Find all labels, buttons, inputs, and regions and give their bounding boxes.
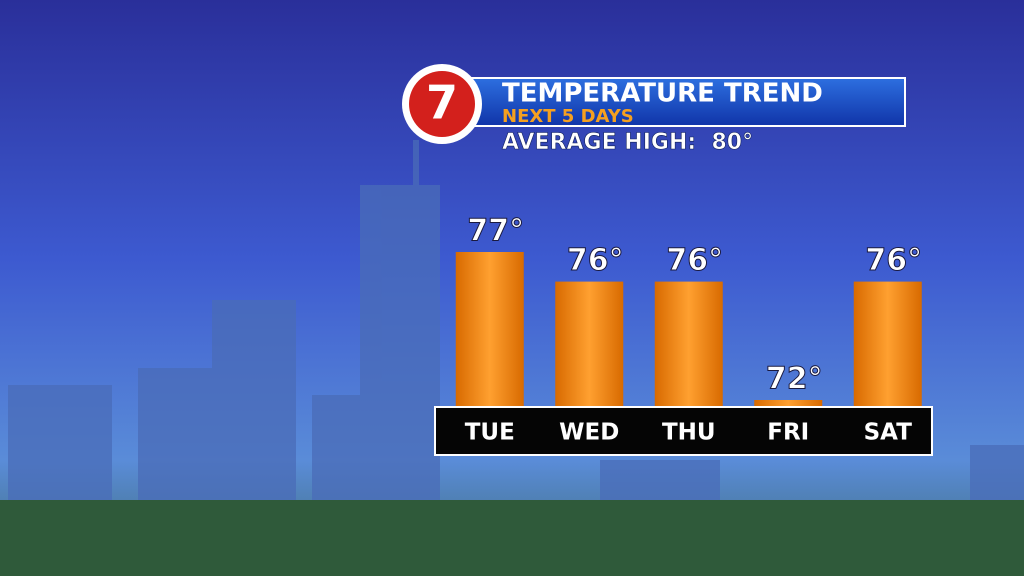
annotation: AVERAGE HIGH: 80° bbox=[502, 130, 753, 155]
value-label: 77° bbox=[467, 214, 524, 249]
bar bbox=[853, 281, 922, 406]
skyline bbox=[8, 140, 1024, 525]
chart-subtitle: NEXT 5 DAYS bbox=[502, 106, 634, 127]
x-tick-label: THU bbox=[662, 420, 716, 446]
logo: 7 bbox=[426, 76, 458, 130]
x-tick-label: FRI bbox=[767, 420, 809, 446]
chart-title: TEMPERATURE TREND bbox=[502, 79, 823, 109]
value-label: 76° bbox=[666, 243, 723, 278]
day-strip bbox=[434, 406, 933, 456]
bar bbox=[754, 400, 823, 406]
bar bbox=[654, 281, 723, 406]
bar bbox=[555, 281, 624, 406]
logo-disc bbox=[409, 71, 475, 137]
value-label: 76° bbox=[567, 243, 624, 278]
x-tick-label: TUE bbox=[465, 420, 515, 446]
x-tick-label: SAT bbox=[864, 420, 913, 446]
value-label: 76° bbox=[865, 243, 922, 278]
x-tick-label: WED bbox=[559, 420, 619, 446]
bar bbox=[455, 252, 524, 406]
trees bbox=[0, 500, 1024, 576]
value-label: 72° bbox=[766, 362, 823, 397]
